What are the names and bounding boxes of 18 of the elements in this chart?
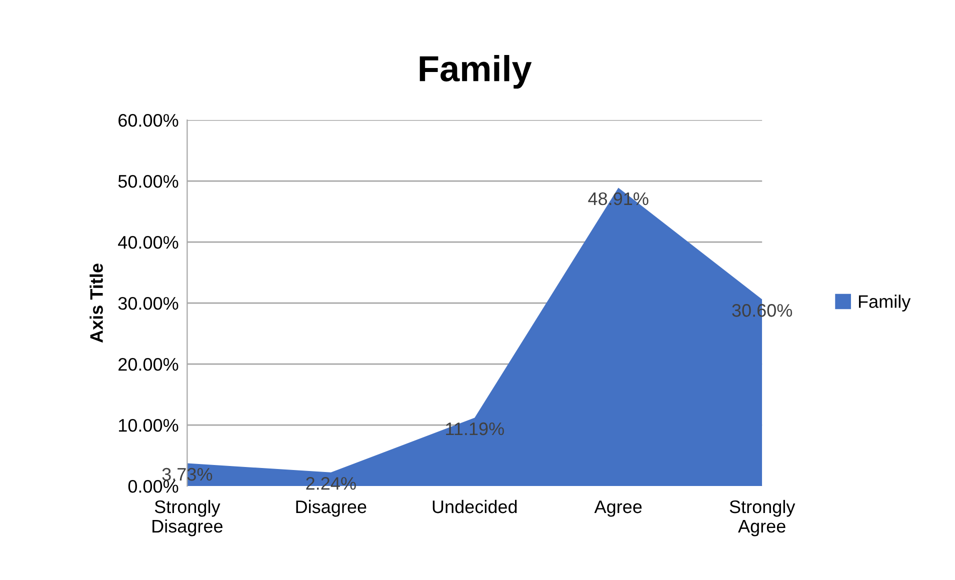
data-label: 11.19% — [446, 422, 504, 436]
x-tick-label: Agree — [594, 500, 642, 517]
y-tick-label: 50.00% — [118, 174, 178, 188]
x-tick-label: Disagree — [296, 500, 366, 517]
y-tick-label: 0.00% — [128, 480, 178, 493]
x-tick-label: Strongly Disagree — [152, 500, 223, 536]
y-tick-label: 20.00% — [118, 358, 178, 371]
chart-title: Family — [420, 55, 532, 89]
y-tick-label: 60.00% — [118, 114, 178, 127]
x-tick-label: Strongly Agree — [730, 500, 796, 536]
y-tick-label: 30.00% — [118, 296, 178, 310]
y-axis-title: Axis Title — [90, 264, 103, 343]
x-tick-label: Undecided — [432, 500, 517, 514]
y-tick-label: 10.00% — [118, 418, 178, 432]
y-tick-label: 40.00% — [118, 236, 178, 249]
legend-label: Family — [858, 294, 911, 312]
data-label: 30.60% — [732, 304, 792, 317]
data-label: 3.73% — [162, 468, 212, 481]
